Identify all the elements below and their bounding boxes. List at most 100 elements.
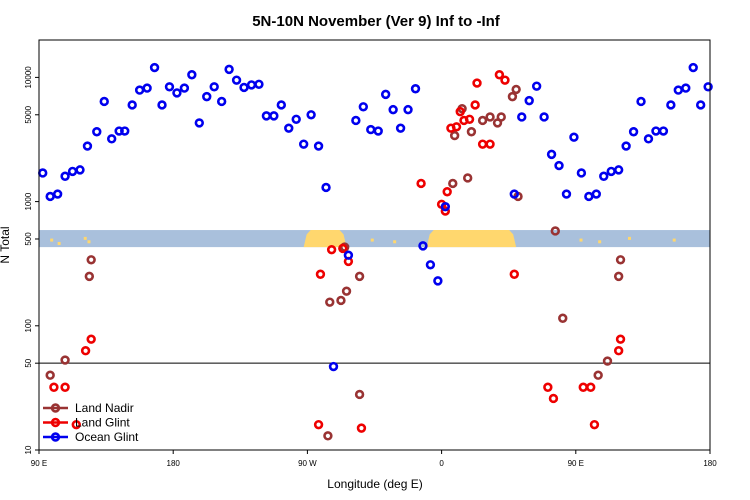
ocean-glint-point: [38, 168, 48, 178]
land-patch: [627, 236, 631, 240]
y-tick-label: 1000: [24, 192, 33, 210]
land-nadir-point: [354, 389, 365, 400]
ocean-glint-point: [298, 139, 309, 149]
ocean-glint-point: [425, 260, 436, 270]
land-nadir-point: [84, 271, 95, 282]
ocean-glint-point: [194, 118, 204, 128]
land-nadir-point: [462, 173, 473, 183]
chart-title: 5N-10N November (Ver 9) Inf to -Inf: [252, 13, 501, 30]
y-tick-label: 10: [24, 445, 33, 454]
ocean-glint-point: [539, 112, 549, 122]
ocean-glint-point: [373, 126, 383, 136]
land-glint-point: [472, 78, 482, 88]
land-glint-point: [86, 334, 96, 344]
ocean-glint-point: [403, 104, 413, 115]
x-tick-label: 180: [703, 459, 717, 468]
ocean-glint-point: [703, 82, 713, 92]
ocean-glint-point: [164, 82, 175, 92]
ocean-glint-point: [651, 126, 661, 136]
land-band: [39, 230, 710, 248]
ocean-glint-point: [636, 96, 646, 107]
ocean-glint-point: [261, 111, 272, 121]
ocean-glint-point: [343, 250, 354, 260]
x-tick-label: 90 E: [568, 459, 584, 468]
land-nadir-point: [602, 356, 613, 366]
land-glint-point: [60, 382, 70, 392]
land-glint-point: [416, 178, 426, 189]
ocean-glint-point: [531, 81, 542, 91]
ocean-glint-point: [569, 132, 579, 142]
ocean-glint-point: [688, 62, 698, 73]
land-glint-point: [326, 244, 337, 255]
ocean-glint-point: [643, 134, 654, 144]
ocean-glint-point: [576, 168, 587, 178]
x-axis-label: Longitude (deg E): [327, 477, 422, 491]
ocean-glint-point: [92, 127, 102, 137]
ocean-glint-point: [67, 166, 78, 177]
land-nadir-point: [323, 431, 333, 441]
ocean-glint-point: [546, 149, 557, 160]
ocean-glint-point: [75, 165, 85, 175]
ocean-glint-point: [517, 112, 527, 122]
land-nadir-point: [336, 295, 346, 306]
ocean-glint-point: [134, 85, 145, 95]
ocean-glint-point: [681, 83, 691, 93]
ocean-glint-point: [410, 84, 421, 94]
ocean-glint-point: [179, 83, 190, 93]
land-nadir-point: [341, 286, 352, 296]
ocean-glint-point: [351, 115, 361, 126]
ocean-glint-point: [142, 83, 152, 93]
ocean-glint-point: [82, 141, 93, 151]
ocean-glint-point: [284, 123, 294, 133]
ocean-glint-point: [418, 241, 428, 251]
ocean-glint-point: [291, 114, 301, 124]
ocean-glint-point: [209, 82, 219, 92]
ocean-glint-point: [621, 141, 631, 151]
ocean-glint-point: [269, 111, 279, 121]
legend-marker-land-glint: [50, 417, 61, 428]
legend-label-ocean-glint: Ocean Glint: [75, 430, 139, 444]
ocean-glint-point: [120, 126, 130, 136]
ocean-glint-point: [599, 171, 609, 181]
ocean-glint-point: [254, 79, 264, 89]
ocean-glint-point: [313, 141, 324, 151]
ocean-glint-point: [695, 100, 706, 110]
ocean-glint-point: [224, 64, 234, 75]
land-glint-point: [49, 382, 59, 392]
land-patch: [426, 230, 517, 248]
land-glint-point: [613, 346, 624, 356]
ocean-glint-point: [231, 75, 242, 85]
land-glint-point: [509, 269, 519, 279]
ocean-glint-point: [561, 189, 572, 199]
land-glint-point: [589, 419, 600, 430]
y-tick-label: 50: [24, 358, 33, 367]
ocean-glint-point: [673, 85, 684, 95]
land-nadir-point: [507, 91, 518, 102]
x-tick-label: 90 W: [298, 459, 317, 468]
land-patch: [87, 240, 91, 244]
ocean-glint-point: [509, 189, 519, 199]
ocean-glint-point: [127, 100, 137, 110]
ocean-glint-point: [172, 88, 182, 98]
ocean-glint-point: [328, 361, 339, 372]
land-glint-point: [586, 382, 596, 392]
land-glint-point: [313, 419, 324, 430]
land-patch: [672, 238, 676, 242]
ocean-glint-point: [554, 160, 564, 171]
land-patch: [370, 238, 374, 242]
land-patch: [50, 238, 54, 242]
land-glint-point: [477, 139, 488, 149]
land-patch: [57, 241, 61, 245]
land-nadir-point: [449, 130, 460, 141]
y-axis-ticks: 10 50 100 500 1000 5000 10000: [24, 66, 39, 454]
land-patch: [83, 236, 87, 240]
land-glint-point: [615, 334, 626, 344]
ocean-glint-point: [366, 124, 376, 135]
y-axis-label: N Total: [0, 226, 12, 263]
land-glint-point: [578, 382, 588, 392]
ocean-glint-point: [666, 100, 676, 110]
land-nadir-point: [593, 370, 603, 380]
land-nadir-point: [448, 178, 458, 189]
